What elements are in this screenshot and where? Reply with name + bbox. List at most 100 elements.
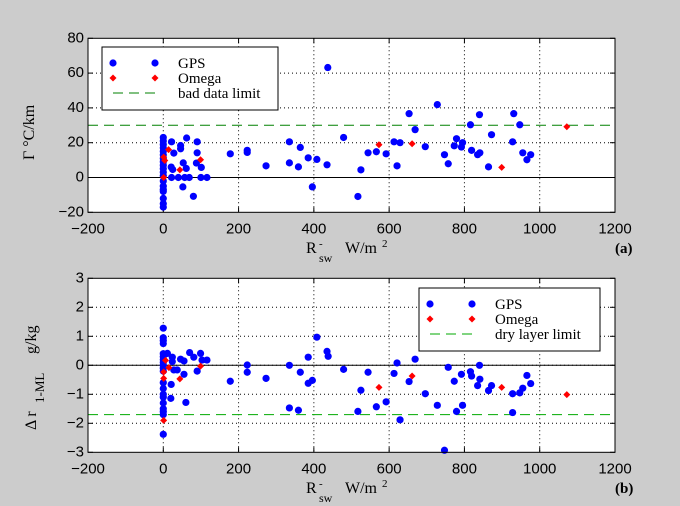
panel-label-a: (a) xyxy=(615,241,633,257)
x-label-unit: W/m xyxy=(345,480,378,497)
gps-point xyxy=(527,379,535,388)
gps-point xyxy=(294,163,303,171)
panel-label-b: (b) xyxy=(615,481,633,497)
gps-point xyxy=(192,159,201,167)
x-tick-label: −200 xyxy=(71,460,105,477)
gps-point xyxy=(354,192,362,201)
x-tick-label: 400 xyxy=(301,460,326,477)
gps-point xyxy=(440,151,449,159)
gps-point xyxy=(433,401,441,409)
gps-point xyxy=(285,361,293,369)
gps-point xyxy=(393,162,401,170)
gps-point xyxy=(183,134,191,142)
gps-point xyxy=(444,160,452,168)
gps-point xyxy=(180,357,188,365)
gps-point xyxy=(382,150,390,158)
gps-point xyxy=(324,352,332,360)
gps-point xyxy=(476,375,484,383)
x-tick-label: 0 xyxy=(159,460,167,477)
y-axis-label-a: Γ °C/km xyxy=(21,104,38,160)
legend-gps-marker xyxy=(151,59,159,67)
gps-point xyxy=(364,149,372,157)
legend-gps-marker xyxy=(426,300,434,308)
gps-point xyxy=(405,377,413,386)
y-tick-label: 60 xyxy=(67,64,84,81)
legend-label: bad data limit xyxy=(178,86,261,102)
gps-point xyxy=(304,154,312,162)
gps-point xyxy=(421,143,429,151)
gps-point xyxy=(203,356,211,364)
gps-point xyxy=(185,173,193,182)
x-tick-label: 200 xyxy=(226,460,251,477)
gps-point xyxy=(396,416,404,424)
omega-point xyxy=(408,372,416,380)
gps-point xyxy=(168,357,176,366)
gps-point xyxy=(382,398,390,406)
gps-point xyxy=(523,371,531,380)
gps-point xyxy=(285,138,293,146)
gps-point xyxy=(193,367,201,375)
y-tick-label: 1 xyxy=(76,327,84,344)
gps-point xyxy=(262,374,270,382)
gps-point xyxy=(197,173,205,182)
x-axis-label-a: R - sw W/m 2 xyxy=(306,238,388,265)
gps-point xyxy=(196,349,205,358)
omega-point xyxy=(563,391,571,399)
gps-point xyxy=(405,110,413,118)
gps-point xyxy=(339,365,348,373)
gps-point xyxy=(189,192,197,200)
gps-point xyxy=(421,390,429,398)
x-label-sub: sw xyxy=(319,491,333,505)
x-label-sub: sw xyxy=(319,251,333,265)
gps-point xyxy=(467,146,476,154)
gps-point xyxy=(509,390,517,398)
omega-point xyxy=(160,416,168,424)
omega-point xyxy=(498,383,506,391)
gps-point xyxy=(159,324,167,332)
gps-point xyxy=(167,138,176,146)
gps-point xyxy=(444,363,452,371)
gps-point xyxy=(167,394,175,402)
legend-omega-marker xyxy=(151,74,159,82)
gps-point xyxy=(452,407,461,416)
gps-point xyxy=(457,370,466,378)
y-tick-label: −20 xyxy=(59,203,84,220)
gps-point xyxy=(364,368,372,376)
gps-point xyxy=(262,162,270,170)
gps-point xyxy=(458,401,467,409)
gps-point xyxy=(296,143,304,151)
gps-point xyxy=(509,138,517,146)
gps-point xyxy=(226,150,234,158)
gps-point xyxy=(313,155,321,164)
x-tick-label: 800 xyxy=(452,460,477,477)
gps-point xyxy=(167,173,176,182)
legend-label: Omega xyxy=(495,312,539,328)
omega-point xyxy=(160,174,168,181)
gps-point xyxy=(372,148,380,156)
y-tick-label: 0 xyxy=(76,169,84,186)
x-tick-label: −200 xyxy=(71,220,105,237)
omega-point xyxy=(165,364,173,372)
omega-point xyxy=(375,383,383,391)
gps-point xyxy=(308,376,316,384)
gps-point xyxy=(243,368,251,376)
gps-point xyxy=(411,126,419,134)
x-tick-label: 1000 xyxy=(523,220,556,237)
axes-box xyxy=(87,37,616,213)
gps-point xyxy=(159,203,167,211)
gps-point xyxy=(357,386,365,394)
x-tick-label: 600 xyxy=(377,460,402,477)
gps-point xyxy=(179,159,187,167)
gps-point xyxy=(285,404,293,412)
gps-point xyxy=(308,183,316,191)
y-axis-label-b: Δ r 1-ML g/kg xyxy=(23,326,47,430)
axes-box xyxy=(87,277,616,453)
x-tick-label: 200 xyxy=(226,220,251,237)
omega-point xyxy=(176,375,184,383)
gps-point xyxy=(159,393,167,401)
legend-box xyxy=(418,287,601,352)
y-label-unit: g/kg xyxy=(23,326,40,354)
x-tick-label: 0 xyxy=(159,220,167,237)
gps-point xyxy=(519,384,527,392)
